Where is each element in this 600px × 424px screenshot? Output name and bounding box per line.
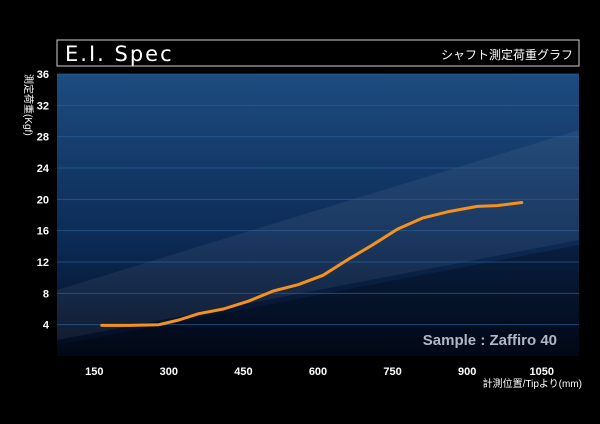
x-tick-label: 900	[458, 366, 476, 378]
x-tick-label: 450	[234, 366, 252, 378]
y-tick-label: 16	[37, 226, 49, 238]
x-tick-label: 150	[85, 366, 103, 378]
y-tick-label: 28	[37, 132, 49, 144]
y-tick-label: 12	[37, 257, 49, 269]
x-tick-label: 750	[383, 366, 401, 378]
y-tick-label: 36	[37, 69, 49, 81]
plot-light-bands	[57, 130, 579, 356]
y-tick-label: 32	[37, 100, 49, 112]
plot-area	[57, 74, 579, 356]
y-tick-label: 8	[43, 288, 49, 300]
y-tick-label: 20	[37, 194, 49, 206]
chart-subtitle: シャフト測定荷重グラフ	[441, 47, 573, 62]
x-axis-label: 計測位置/Tipより(mm)	[483, 377, 582, 390]
title-bar	[56, 39, 580, 67]
x-tick-label: 600	[309, 366, 327, 378]
grid-lines	[57, 73, 579, 326]
sample-annotation: Sample : Zaffiro 40	[423, 332, 557, 349]
x-tick-label: 300	[160, 366, 178, 378]
y-tick-label: 4	[43, 320, 50, 332]
series-line	[100, 201, 524, 327]
y-axis-label: 測定荷重(Kgf)	[22, 74, 35, 136]
y-tick-labels: 4 8 12 16 20 24 28 32 36	[37, 69, 50, 332]
x-tick-labels: 150 300 450 600 750 900 1050	[85, 366, 554, 378]
y-tick-label: 24	[37, 163, 50, 175]
chart-title: E.I. Spec	[65, 42, 174, 66]
x-tick-label: 1050	[529, 366, 553, 378]
